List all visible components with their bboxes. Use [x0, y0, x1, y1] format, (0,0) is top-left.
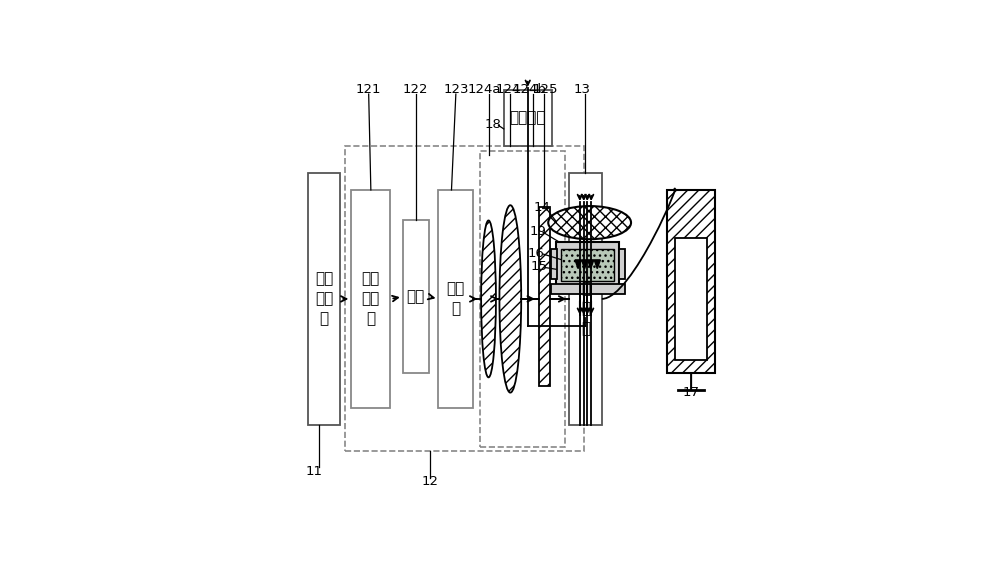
Text: 12: 12 [421, 475, 438, 488]
Text: 124b: 124b [512, 83, 546, 96]
Text: 122: 122 [403, 83, 428, 96]
Ellipse shape [548, 206, 631, 239]
Ellipse shape [481, 220, 496, 378]
Bar [569, 173, 602, 425]
Text: 监控装置: 监控装置 [510, 110, 546, 126]
Text: 13: 13 [574, 83, 591, 96]
Text: 17: 17 [683, 386, 700, 399]
Bar [308, 173, 340, 425]
Bar [551, 284, 625, 294]
Bar [504, 90, 552, 147]
Text: 16: 16 [528, 247, 545, 260]
Bar [539, 207, 550, 386]
Bar [619, 249, 625, 279]
Polygon shape [594, 260, 600, 269]
Bar [345, 147, 584, 452]
Text: 衰减
器: 衰减 器 [447, 281, 465, 316]
Text: 14: 14 [533, 201, 550, 214]
Text: 18: 18 [484, 118, 501, 131]
Text: 123: 123 [443, 83, 469, 96]
Text: 121: 121 [356, 83, 381, 96]
Text: 124: 124 [495, 83, 521, 96]
Bar [480, 151, 565, 447]
Bar [675, 238, 707, 360]
Polygon shape [582, 260, 588, 269]
Polygon shape [575, 260, 581, 269]
Bar [351, 190, 390, 408]
Bar [556, 242, 619, 286]
Text: 飞秒
激光
器: 飞秒 激光 器 [315, 272, 333, 326]
Polygon shape [588, 260, 594, 269]
Ellipse shape [499, 205, 521, 393]
Bar [438, 190, 473, 408]
Bar [403, 221, 429, 373]
Text: 11: 11 [306, 465, 323, 478]
Text: 快门: 快门 [407, 289, 425, 305]
Text: 125: 125 [532, 83, 558, 96]
Text: 15: 15 [530, 260, 547, 273]
Text: 19: 19 [529, 225, 546, 238]
Bar [667, 190, 715, 373]
Text: 取
像
装
置: 取 像 装 置 [581, 261, 590, 336]
Text: 再生
放大
器: 再生 放大 器 [362, 272, 380, 326]
Text: 124a: 124a [467, 83, 501, 96]
Bar [561, 249, 614, 281]
Bar [551, 249, 557, 279]
